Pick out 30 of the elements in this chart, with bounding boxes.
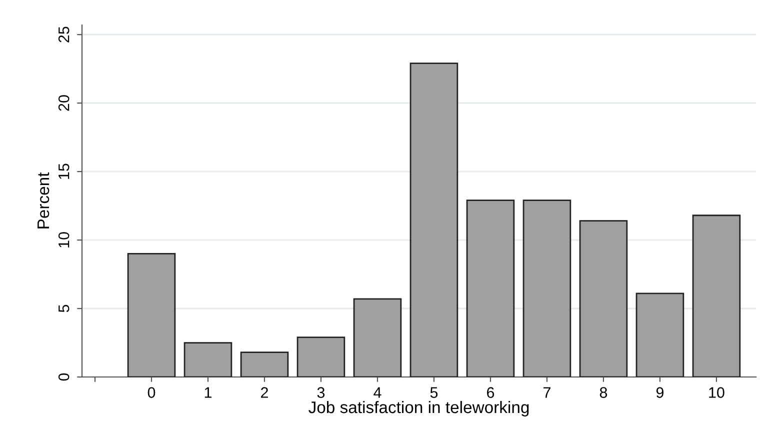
- bar: [184, 342, 232, 377]
- bar: [353, 298, 402, 377]
- bar: [410, 62, 458, 377]
- bar: [636, 292, 684, 377]
- y-tick-label: 15: [58, 164, 70, 179]
- bar: [579, 220, 628, 377]
- y-tick-label: 10: [58, 232, 70, 248]
- y-tick-label: 5: [58, 304, 70, 312]
- x-tick-label: 7: [544, 387, 550, 398]
- x-tick-label: 9: [656, 387, 664, 398]
- x-tick-label: 4: [374, 387, 382, 398]
- x-tick-label: 1: [204, 387, 212, 398]
- x-tick-label: 8: [600, 387, 608, 398]
- bar: [240, 352, 289, 377]
- y-tick-label: 25: [58, 26, 70, 42]
- x-tick-label: 10: [709, 387, 724, 398]
- bar: [466, 200, 515, 377]
- x-tick-label: 2: [261, 387, 268, 398]
- bar: [296, 336, 346, 377]
- bar: [522, 200, 572, 377]
- x-tick-label: 5: [430, 387, 438, 398]
- x-tick-label: 0: [148, 387, 156, 398]
- bar: [692, 214, 741, 377]
- y-axis-title: Percent: [38, 172, 50, 228]
- bar: [127, 253, 176, 377]
- x-tick-label: 6: [486, 387, 494, 398]
- y-tick-label: 20: [58, 95, 70, 111]
- x-axis-title: Job satisfaction in teleworking: [308, 400, 529, 416]
- y-tick-label: 0: [58, 373, 70, 381]
- x-tick-label: 3: [317, 387, 325, 398]
